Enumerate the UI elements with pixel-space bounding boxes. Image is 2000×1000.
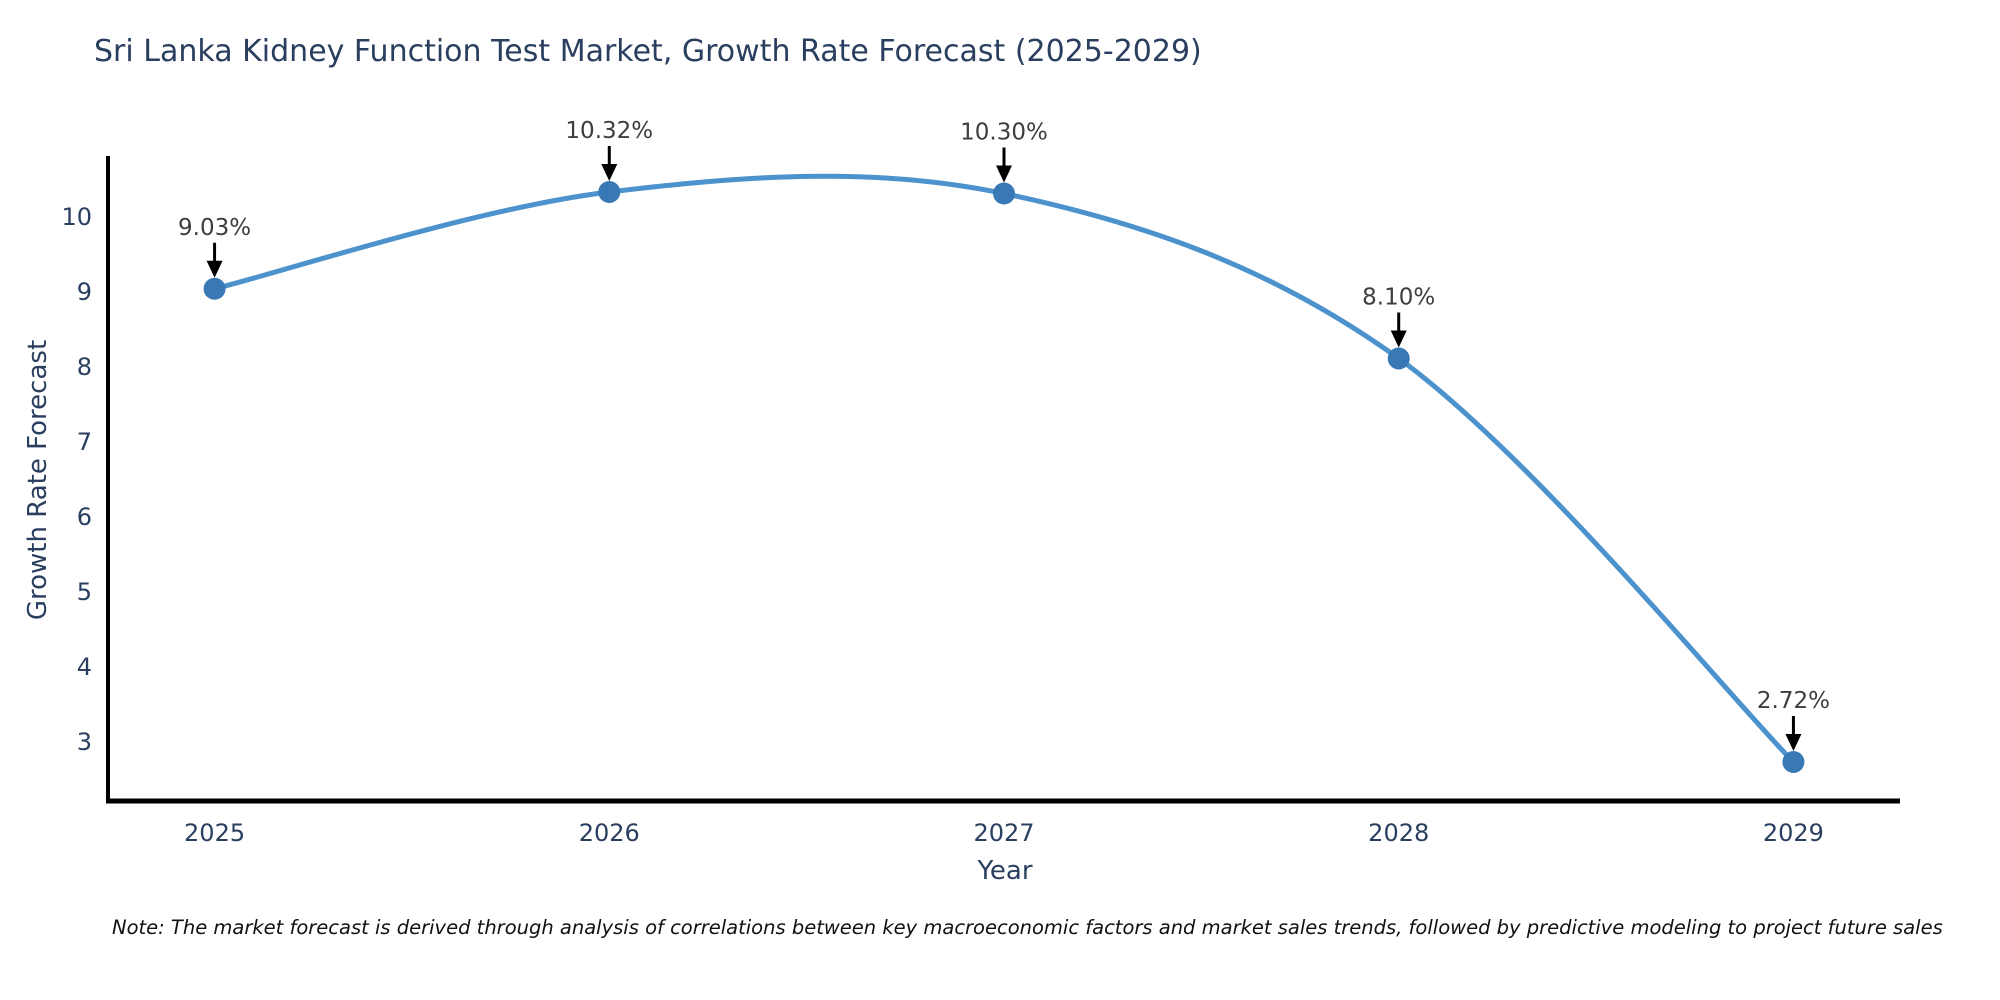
- data-point-marker: [1387, 347, 1410, 370]
- annotation-arrowhead: [996, 165, 1012, 183]
- annotation-label: 10.30%: [960, 120, 1048, 146]
- y-tick-label: 8: [77, 353, 92, 381]
- y-tick-label: 6: [77, 503, 92, 531]
- data-point-marker: [1782, 751, 1805, 773]
- chart-title: Sri Lanka Kidney Function Test Market, G…: [94, 34, 1202, 69]
- x-tick-label: 2029: [1763, 819, 1824, 847]
- series-line: [212, 173, 1796, 765]
- y-tick-label: 3: [77, 728, 92, 756]
- footnote: Note: The market forecast is derived thr…: [112, 916, 1943, 939]
- annotation-arrowhead: [1785, 734, 1802, 751]
- y-tick-label: 5: [77, 578, 92, 606]
- y-tick-label: 10: [61, 203, 92, 231]
- annotation-label: 9.03%: [178, 215, 251, 241]
- annotation-label: 2.72%: [1757, 688, 1830, 714]
- annotation-label: 8.10%: [1362, 285, 1435, 311]
- x-tick-label: 2028: [1368, 819, 1429, 847]
- x-tick-label: 2025: [184, 819, 245, 847]
- x-axis-title: Year: [977, 856, 1033, 886]
- annotation-label: 10.32%: [565, 118, 653, 144]
- y-tick-label: 4: [77, 653, 92, 681]
- annotation-arrowhead: [1390, 330, 1407, 348]
- data-point-marker: [993, 182, 1015, 205]
- y-tick-label: 7: [77, 428, 92, 456]
- annotation-arrowhead: [206, 260, 223, 278]
- x-tick-label: 2026: [579, 819, 640, 847]
- data-point-marker: [203, 277, 226, 300]
- annotation-arrowhead: [601, 164, 618, 181]
- y-tick-label: 9: [77, 278, 92, 306]
- data-point-marker: [598, 181, 621, 203]
- x-tick-label: 2027: [973, 819, 1034, 847]
